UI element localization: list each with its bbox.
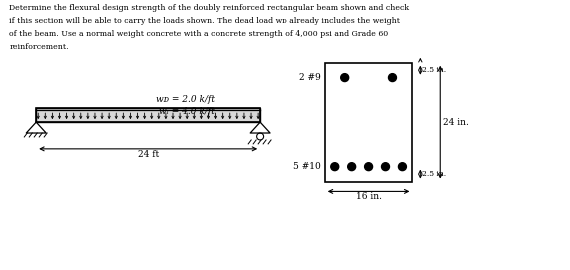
Circle shape bbox=[365, 163, 373, 171]
Text: 2.5 in.: 2.5 in. bbox=[422, 170, 446, 178]
Text: of the beam. Use a normal weight concrete with a concrete strength of 4,000 psi : of the beam. Use a normal weight concret… bbox=[9, 30, 389, 38]
Text: reinforcement.: reinforcement. bbox=[9, 43, 69, 51]
Text: wᴅ = 2.0 k/ft: wᴅ = 2.0 k/ft bbox=[156, 95, 215, 104]
Circle shape bbox=[348, 163, 356, 171]
Bar bbox=[36, 108, 260, 122]
Bar bbox=[36, 108, 260, 122]
Bar bbox=[325, 63, 412, 181]
Circle shape bbox=[341, 74, 349, 82]
Circle shape bbox=[389, 74, 397, 82]
Text: 2.5 in.: 2.5 in. bbox=[422, 66, 446, 74]
Text: 24 ft: 24 ft bbox=[137, 150, 159, 159]
Circle shape bbox=[398, 163, 406, 171]
Text: 24 in.: 24 in. bbox=[443, 118, 469, 127]
Text: if this section will be able to carry the loads shown. The dead load wᴅ already : if this section will be able to carry th… bbox=[9, 17, 400, 25]
Text: 16 in.: 16 in. bbox=[356, 193, 381, 201]
Text: Determine the flexural design strength of the doubly reinforced rectangular beam: Determine the flexural design strength o… bbox=[9, 4, 409, 12]
Circle shape bbox=[331, 163, 339, 171]
Text: 2 #9: 2 #9 bbox=[299, 73, 321, 82]
Text: 5 #10: 5 #10 bbox=[293, 162, 321, 171]
Text: wₗ = 4.0 k/ft: wₗ = 4.0 k/ft bbox=[160, 107, 215, 116]
Circle shape bbox=[381, 163, 389, 171]
